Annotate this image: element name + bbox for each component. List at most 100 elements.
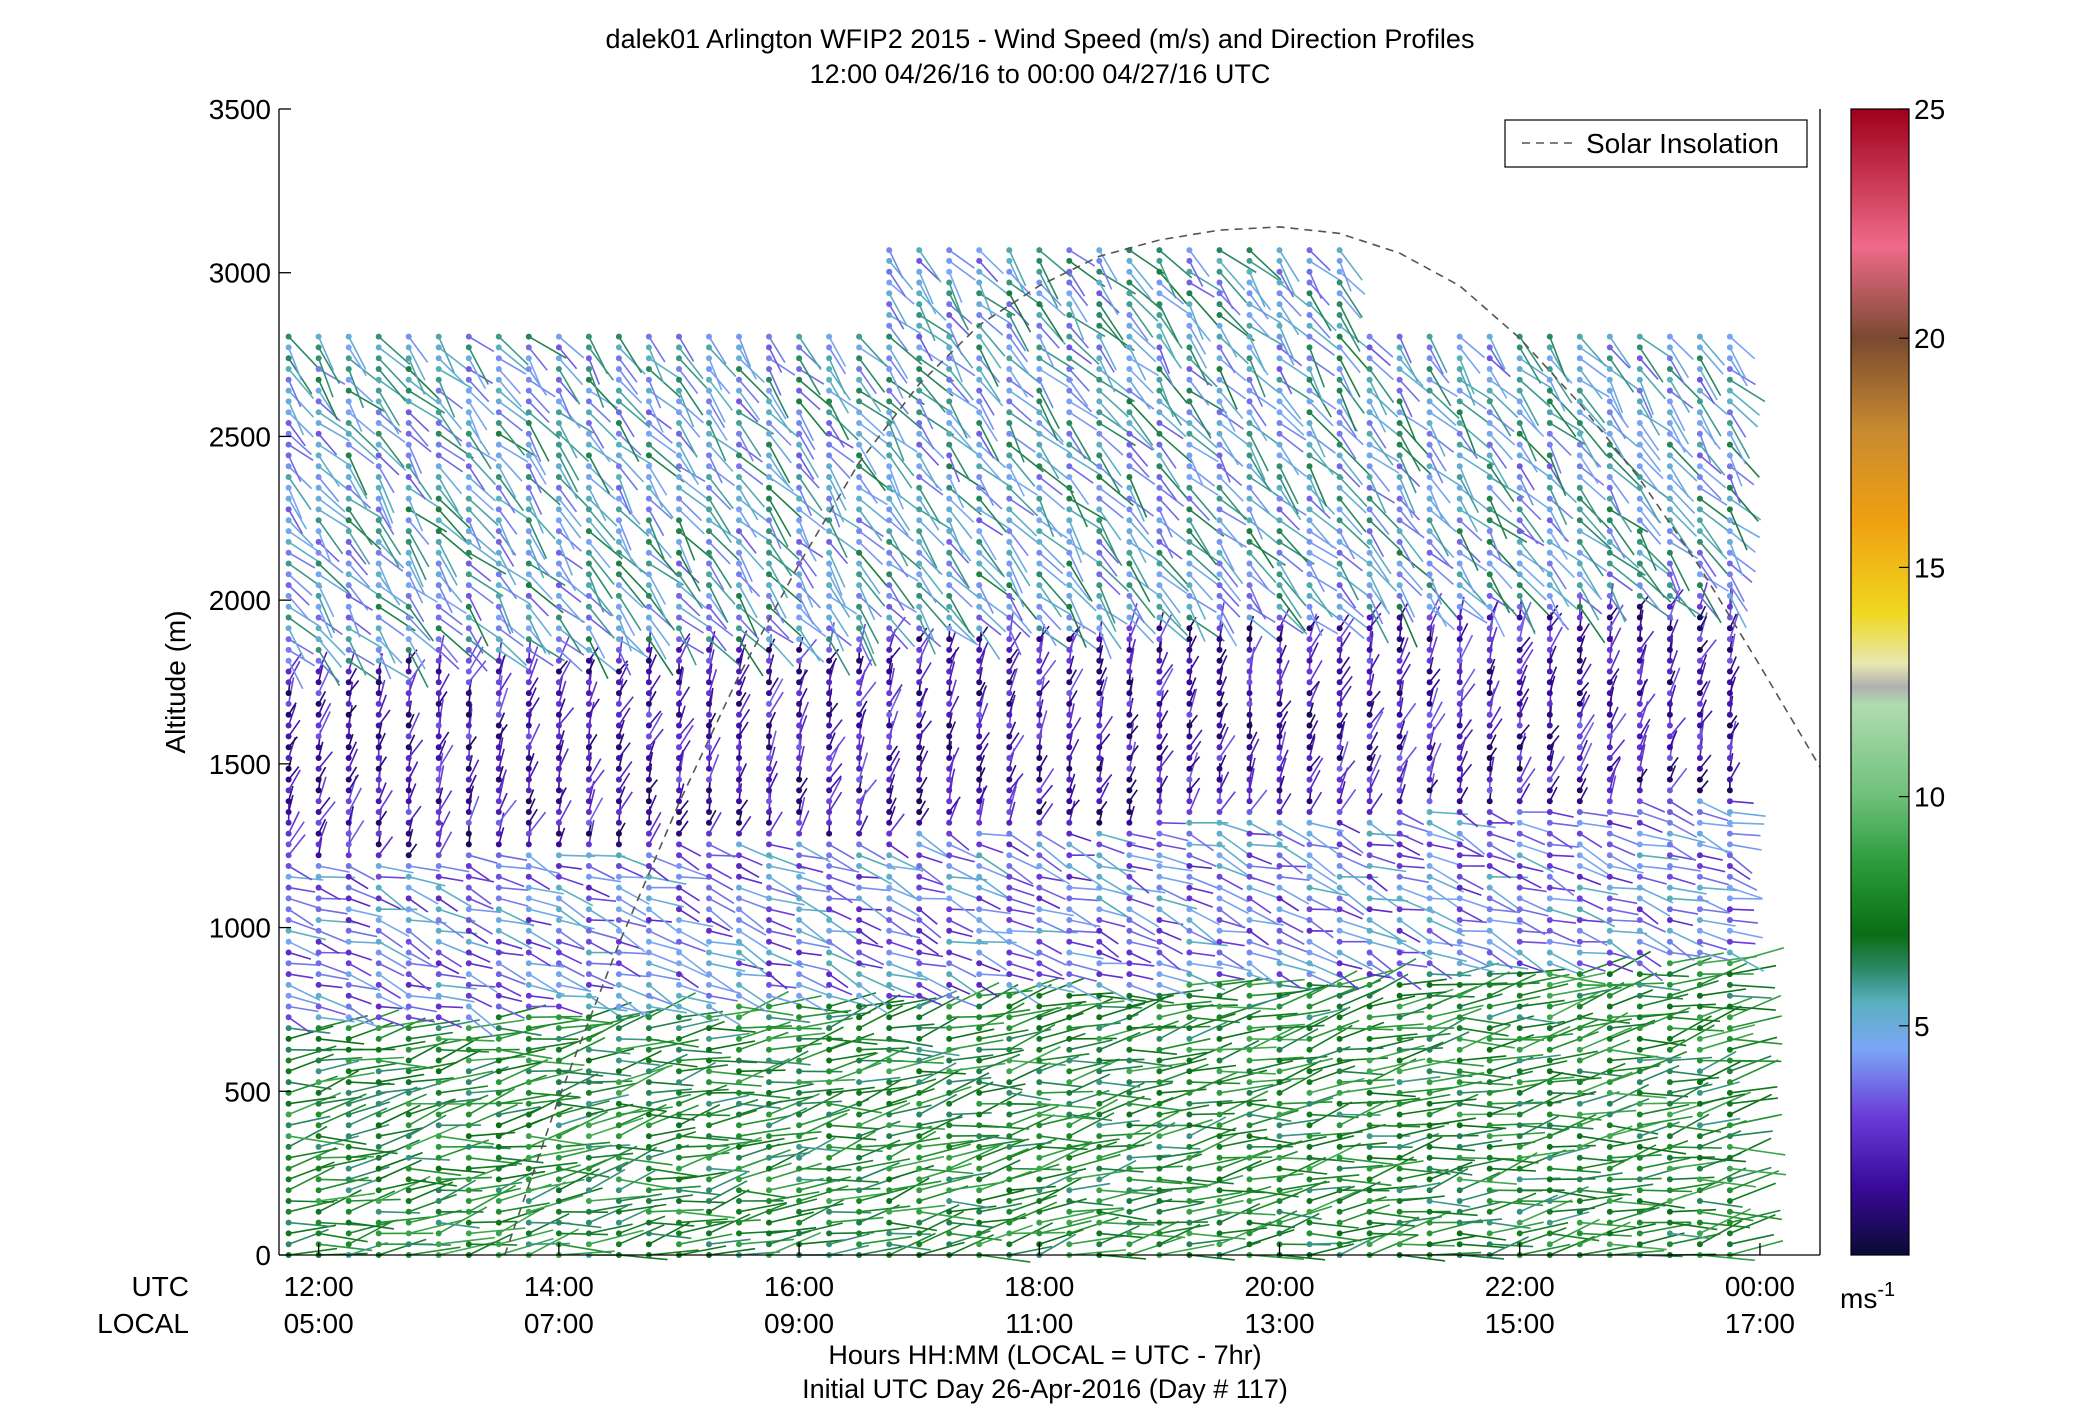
- wind-barb-dot: [1096, 917, 1103, 923]
- wind-barb-dot: [345, 1046, 352, 1053]
- wind-barb: [498, 1145, 547, 1148]
- wind-barb-dot: [375, 809, 382, 815]
- wind-barb: [347, 638, 367, 676]
- wind-barb-dot: [375, 1122, 382, 1129]
- wind-barb-dot: [435, 603, 442, 610]
- wind-barb-dot: [916, 463, 923, 470]
- wind-barb-dot: [405, 366, 412, 372]
- wind-barb-dot: [345, 755, 352, 761]
- wind-barb: [498, 627, 524, 647]
- wind-barb-dot: [285, 668, 292, 675]
- wind-barb-dot: [1006, 884, 1013, 891]
- wind-barb-dot: [555, 1165, 562, 1172]
- wind-barb-dot: [405, 646, 412, 653]
- wind-barb-dot: [345, 690, 352, 697]
- wind-barb: [408, 865, 440, 872]
- wind-barb-dot: [465, 1154, 472, 1161]
- wind-barb-dot: [706, 646, 712, 653]
- wind-barb-dot: [1066, 787, 1073, 794]
- wind-barb: [648, 541, 678, 576]
- wind-barb: [828, 941, 855, 960]
- wind-barb: [378, 336, 411, 365]
- wind-barb: [498, 672, 512, 694]
- wind-barb-dot: [645, 1046, 652, 1053]
- wind-barb-dot: [796, 690, 803, 697]
- wind-barb-dot: [615, 776, 622, 783]
- wind-barb-dot: [645, 830, 652, 837]
- wind-barb-dot: [555, 592, 562, 599]
- wind-barb: [618, 1178, 675, 1190]
- wind-barb-dot: [856, 636, 863, 643]
- wind-barb-dot: [976, 625, 983, 632]
- wind-barb-dot: [766, 1014, 772, 1021]
- wind-barb-dot: [1096, 873, 1103, 880]
- wind-barb-dot: [465, 776, 472, 783]
- wind-barb: [318, 1072, 375, 1083]
- wind-barb: [288, 1025, 334, 1040]
- wind-barb-dot: [976, 592, 983, 599]
- wind-barb-dot: [676, 344, 682, 351]
- wind-barb-dot: [916, 484, 923, 491]
- wind-barb: [738, 908, 765, 930]
- wind-barb-dot: [826, 528, 833, 535]
- wind-barb-dot: [946, 506, 953, 513]
- wind-barb-dot: [585, 1111, 592, 1118]
- wind-barb-dot: [826, 1089, 833, 1096]
- wind-barb-dot: [826, 657, 833, 664]
- wind-barb: [407, 347, 426, 381]
- wind-barb-dot: [615, 852, 622, 859]
- wind-barb-dot: [1036, 495, 1043, 502]
- wind-barb-dot: [465, 700, 472, 707]
- wind-barb-dot: [1096, 474, 1103, 480]
- wind-barb: [588, 930, 618, 940]
- wind-barb-dot: [435, 409, 442, 416]
- wind-barb: [468, 1031, 520, 1040]
- wind-barb-dot: [976, 1089, 983, 1096]
- wind-barb-dot: [856, 884, 863, 891]
- wind-barb-dot: [465, 560, 472, 567]
- wind-barb-dot: [495, 1230, 502, 1237]
- wind-barb-dot: [405, 1143, 412, 1150]
- wind-barb-dot: [375, 722, 382, 729]
- wind-barb: [768, 1027, 822, 1030]
- wind-barb: [348, 1221, 395, 1230]
- wind-barb: [378, 1179, 427, 1191]
- wind-barb-dot: [495, 1079, 502, 1086]
- wind-barb: [1009, 1167, 1062, 1171]
- wind-barb: [618, 1065, 670, 1094]
- wind-barb-dot: [375, 776, 382, 783]
- wind-barb-dot: [916, 1154, 923, 1161]
- wind-barb-dot: [1126, 1111, 1133, 1118]
- wind-barb-dot: [435, 463, 442, 470]
- wind-barb-dot: [315, 1025, 322, 1032]
- wind-barb-dot: [1096, 409, 1103, 416]
- wind-barb-dot: [1066, 474, 1073, 480]
- wind-barb: [798, 422, 816, 451]
- wind-barb-dot: [886, 776, 893, 783]
- wind-barb-dot: [615, 992, 622, 999]
- wind-barb: [408, 400, 443, 423]
- wind-barb: [318, 1192, 376, 1202]
- wind-barb-dot: [916, 863, 923, 869]
- wind-barb-dot: [1066, 625, 1073, 632]
- wind-barb-dot: [1006, 852, 1013, 859]
- wind-barb-dot: [375, 636, 382, 643]
- wind-barb-dot: [1006, 1025, 1013, 1032]
- wind-barb: [318, 487, 346, 513]
- wind-barb-dot: [796, 1208, 803, 1215]
- wind-barb: [678, 1084, 728, 1105]
- wind-barb-dot: [796, 528, 803, 535]
- wind-barb-dot: [1066, 1035, 1073, 1042]
- wind-barb-dot: [645, 1165, 652, 1172]
- wind-barb: [318, 1103, 367, 1127]
- wind-barb: [799, 1167, 852, 1171]
- wind-barb: [498, 487, 516, 514]
- wind-barb-dot: [315, 938, 322, 945]
- wind-barb: [678, 508, 705, 535]
- wind-barb-dot: [525, 398, 532, 405]
- wind-barb: [438, 1189, 483, 1192]
- wind-barb: [558, 984, 592, 993]
- wind-barb-dot: [976, 506, 983, 513]
- wind-barb-dot: [495, 852, 502, 859]
- wind-barb: [678, 751, 685, 780]
